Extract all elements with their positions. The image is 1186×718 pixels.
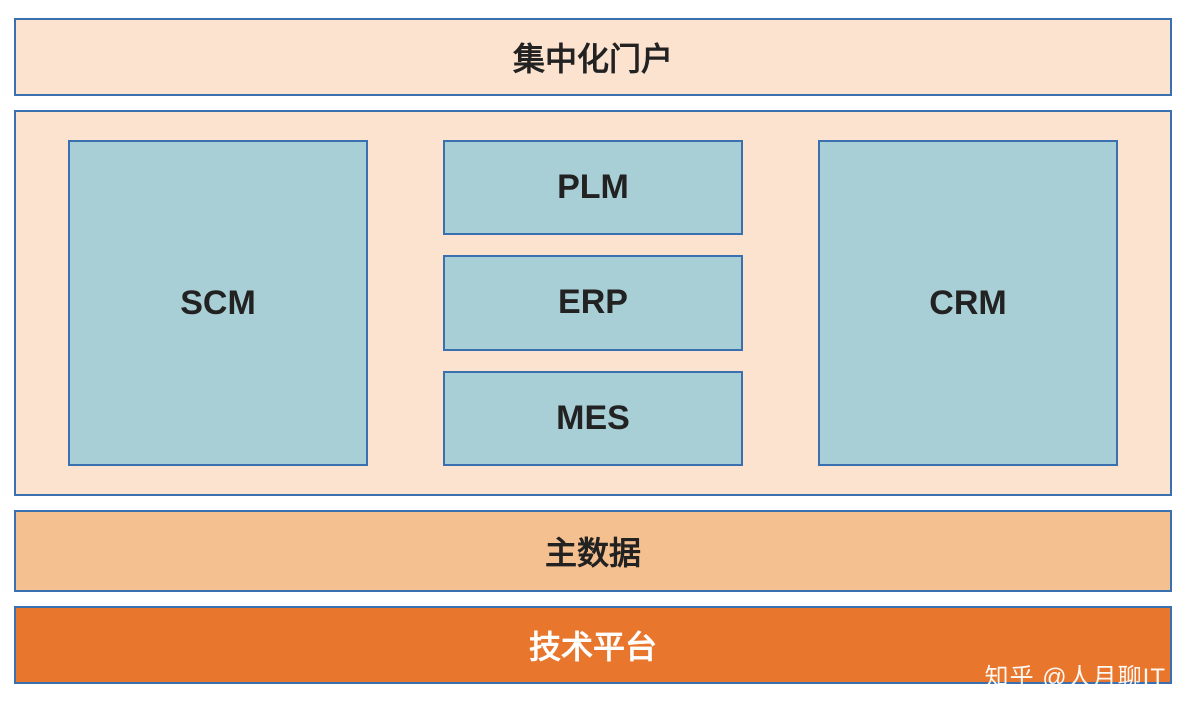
master-data-layer: 主数据 [14, 510, 1172, 592]
system-box-scm: SCM [68, 140, 368, 466]
system-box-crm: CRM [818, 140, 1118, 466]
watermark-text: 知乎 @人月聊IT [985, 657, 1166, 692]
plm-label: PLM [557, 168, 629, 207]
platform-label: 技术平台 [529, 622, 657, 668]
system-box-erp: ERP [443, 255, 743, 350]
scm-label: SCM [180, 284, 256, 323]
portal-label: 集中化门户 [513, 34, 673, 80]
mes-label: MES [556, 399, 630, 438]
system-box-plm: PLM [443, 140, 743, 235]
systems-layer: SCM PLM ERP MES CRM [14, 110, 1172, 496]
systems-middle-column: PLM ERP MES [443, 140, 743, 466]
erp-label: ERP [558, 283, 628, 322]
master-data-label: 主数据 [545, 528, 641, 574]
system-box-mes: MES [443, 371, 743, 466]
crm-label: CRM [929, 284, 1006, 323]
portal-layer: 集中化门户 [14, 18, 1172, 96]
